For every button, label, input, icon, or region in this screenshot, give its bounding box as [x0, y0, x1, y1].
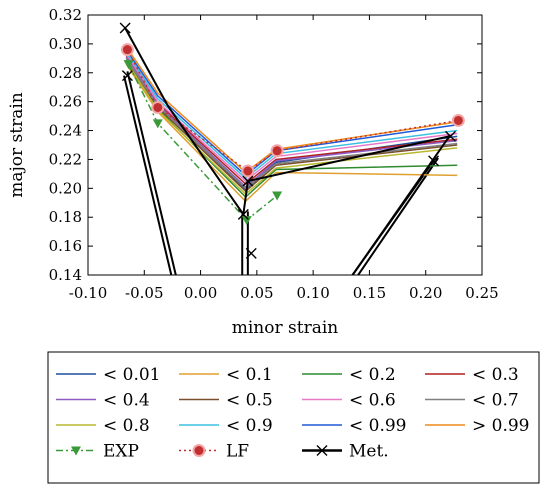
x-tick-label-2: 0.00	[184, 284, 217, 302]
y-tick-label-4: 0.22	[49, 150, 82, 168]
legend-marker-14	[316, 445, 328, 456]
met-point-2	[237, 208, 249, 220]
series-13-point-3	[272, 146, 282, 156]
legend-label-13: LF	[226, 442, 249, 462]
x-tick-label-6: 0.20	[409, 284, 442, 302]
y-tick-label-6: 0.26	[49, 93, 82, 111]
legend-label-6: < 0.6	[349, 391, 396, 411]
x-tick-label-3: 0.05	[240, 284, 273, 302]
met-point-0	[119, 22, 131, 34]
series-13-point-4	[453, 115, 463, 125]
met-extra-line-1	[126, 71, 177, 275]
legend-label-9: < 0.9	[226, 416, 273, 436]
plot-area	[119, 22, 465, 275]
y-axis-label: major strain	[7, 92, 27, 198]
y-tick-label-3: 0.20	[49, 179, 82, 197]
y-tick-label-5: 0.24	[49, 122, 82, 140]
legend-label-7: < 0.7	[472, 391, 519, 411]
series-12-point-1	[152, 119, 163, 129]
legend-marker-12	[71, 446, 81, 456]
x-tick-label-7: 0.25	[465, 284, 498, 302]
y-tick-label-1: 0.16	[49, 237, 82, 255]
legend-label-14: Met.	[349, 442, 389, 462]
x-axis-label: minor strain	[232, 318, 339, 338]
series-13-point-0	[122, 45, 132, 55]
met-point-4	[245, 247, 257, 259]
y-tick-label-2: 0.18	[49, 208, 82, 226]
series-13-point-1	[153, 102, 163, 112]
x-tick-label-5: 0.15	[353, 284, 386, 302]
series-line-10	[125, 49, 458, 177]
y-tick-label-0: 0.14	[49, 266, 82, 284]
series-12-point-0	[123, 60, 134, 70]
met-point-6	[444, 130, 456, 142]
legend-label-5: < 0.5	[226, 391, 273, 411]
y-tick-label-7: 0.28	[49, 64, 82, 82]
plot-frame	[87, 14, 483, 276]
series-line-14	[124, 27, 452, 275]
legend-label-0: < 0.01	[103, 365, 161, 385]
x-tick-label-4: 0.10	[296, 284, 329, 302]
series-12-point-2	[241, 216, 252, 226]
series-13-point-2	[243, 166, 253, 176]
legend-label-2: < 0.2	[349, 365, 396, 385]
met-point-3	[242, 175, 254, 187]
series-line-7	[125, 57, 458, 190]
legend-label-10: < 0.99	[349, 416, 407, 436]
legend-marker-13	[194, 446, 204, 455]
y-tick-label-8: 0.30	[49, 35, 82, 53]
y-tick-label-9: 0.32	[49, 6, 82, 24]
legend-label-12: EXP	[103, 442, 139, 462]
met-point-5	[428, 155, 440, 167]
x-tick-label-0: -0.10	[69, 284, 107, 302]
legend-label-3: < 0.3	[472, 365, 519, 385]
series-line-12	[127, 63, 278, 222]
legend-label-4: < 0.4	[103, 391, 150, 411]
series-line-6	[125, 53, 458, 183]
legend-label-1: < 0.1	[226, 365, 273, 385]
series-line-4	[125, 56, 458, 188]
x-tick-label-1: -0.05	[125, 284, 163, 302]
axes: -0.10 -0.05 0.00 0.05 0.10 0.15 0.20 0.25 0.14 0.…	[49, 6, 499, 302]
series-line-1	[125, 63, 458, 203]
met-extra-line-5	[357, 157, 439, 275]
legend: < 0.01 < 0.1 < 0.2 < 0.3 < 0.4 < 0.5 < 0.6 < 0.…	[47, 351, 540, 484]
met-point-1	[121, 70, 133, 82]
series-group	[119, 22, 465, 275]
met-extra-line-0	[123, 75, 173, 275]
legend-label-11: > 0.99	[472, 416, 530, 436]
legend-label-8: < 0.8	[103, 416, 150, 436]
series-line-3	[125, 55, 458, 185]
series-12-point-3	[272, 191, 283, 201]
